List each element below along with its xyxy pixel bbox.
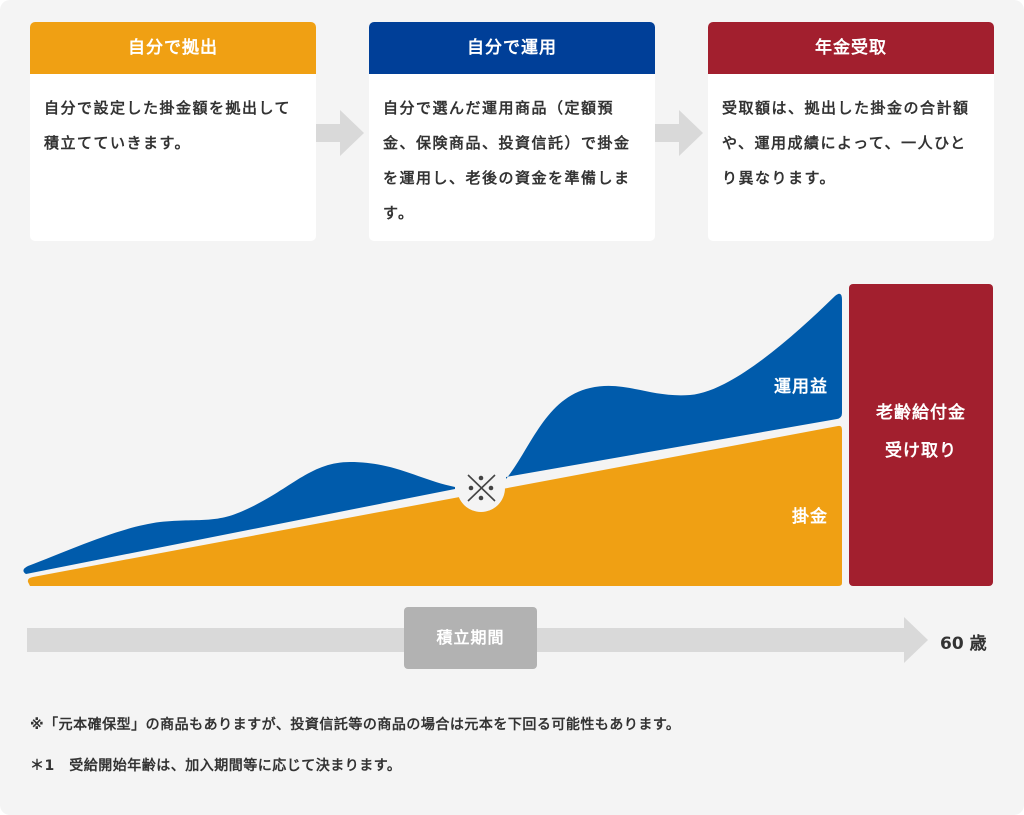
step-title: 自分で拠出	[30, 22, 316, 74]
investment-gain-area-1	[23, 462, 456, 574]
step-description: 自分で選んだ運用商品（定額預金、保険商品、投資信託）で掛金を運用し、老後の資金を…	[383, 99, 631, 222]
arrow-right-icon	[316, 110, 364, 156]
payout-label-line2: 受け取り	[885, 441, 957, 461]
step-card-receive: 年金受取 受取額は、拠出した掛金の合計額や、運用成績によって、一人ひとり異なりま…	[708, 22, 994, 241]
step-description: 受取額は、拠出した掛金の合計額や、運用成績によって、一人ひとり異なります。	[722, 99, 970, 187]
step-card-contribute: 自分で拠出 自分で設定した掛金額を拠出して積立てていきます。	[30, 22, 316, 241]
payout-label-line1: 老齢給付金	[876, 403, 966, 423]
footnote-principal: ※「元本確保型」の商品もありますが、投資信託等の商品の場合は元本を下回る可能性も…	[30, 717, 681, 733]
step-title: 自分で運用	[369, 22, 655, 74]
footnote-start-age: ＊1 受給開始年齢は、加入期間等に応じて決まります。	[30, 758, 402, 774]
accumulation-period-label: 積立期間	[404, 607, 537, 669]
reference-mark-icon	[467, 474, 496, 502]
step-card-invest: 自分で運用 自分で選んだ運用商品（定額預金、保険商品、投資信託）で掛金を運用し、…	[369, 22, 655, 241]
investment-gain-area-2	[506, 293, 842, 479]
contribution-area	[27, 425, 843, 586]
growth-area-chart	[23, 293, 843, 586]
step-description: 自分で設定した掛金額を拠出して積立てていきます。	[44, 99, 292, 152]
step-title: 年金受取	[708, 22, 994, 74]
arrow-right-icon	[655, 110, 703, 156]
investment-gain-label: 運用益	[774, 377, 828, 397]
contribution-label: 掛金	[792, 507, 828, 527]
pension-payout-bar: 老齢給付金 受け取り	[849, 284, 993, 586]
age-60-label: 60 歳	[940, 634, 987, 654]
